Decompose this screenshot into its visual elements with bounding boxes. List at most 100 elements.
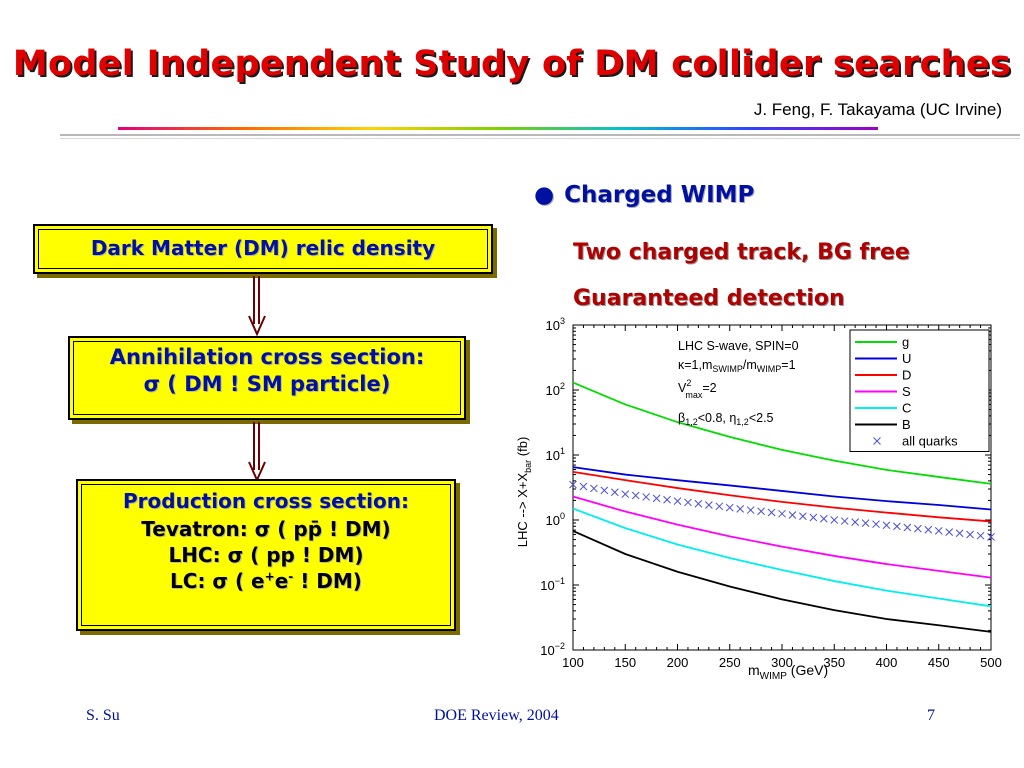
lhc-formula: LHC: σ ( pp ! DM) bbox=[168, 543, 364, 567]
series-c-line bbox=[572, 507, 992, 608]
series-all-quarks-point bbox=[830, 516, 839, 524]
series-all-quarks-point bbox=[642, 493, 651, 501]
x-marker-stroke bbox=[652, 494, 661, 503]
x-tick-label: 150 bbox=[614, 655, 636, 670]
y-tick-label: 10−2 bbox=[540, 641, 565, 658]
legend-label-c: C bbox=[902, 401, 911, 416]
legend-label-d: D bbox=[902, 368, 911, 383]
series-all-quarks-point bbox=[746, 506, 755, 514]
x-marker-stroke bbox=[788, 511, 797, 519]
series-all-quarks-point bbox=[621, 490, 630, 498]
series-all-quarks-point bbox=[966, 530, 974, 539]
y-tick-label: 101 bbox=[546, 446, 565, 463]
x-axis-label: mWIMP (GeV) bbox=[748, 662, 828, 682]
production-box: Production cross section: Tevatron: σ ( … bbox=[76, 479, 456, 631]
series-all-quarks-point bbox=[736, 504, 745, 513]
x-marker-stroke bbox=[663, 495, 671, 504]
series-all-quarks-point bbox=[924, 525, 933, 534]
x-marker-stroke bbox=[851, 518, 860, 526]
x-marker-stroke bbox=[830, 516, 839, 524]
footer-page-number: 7 bbox=[927, 707, 935, 724]
footer-event: DOE Review, 2004 bbox=[434, 707, 559, 724]
series-all-quarks-point bbox=[704, 501, 713, 509]
title-rule-gray-thin bbox=[60, 138, 1020, 139]
x-marker-stroke bbox=[579, 482, 588, 491]
production-label: Production cross section: bbox=[123, 489, 409, 513]
cross-section-chart: 100 150 200 250 300 350 400 450 500 10−2 10−1 100 10… bbox=[515, 316, 1002, 682]
bullet-charged-wimp: ● Charged WIMP bbox=[534, 182, 755, 208]
x-marker-stroke bbox=[924, 525, 933, 534]
series-all-quarks-point bbox=[569, 480, 577, 489]
series-all-quarks-point bbox=[840, 517, 849, 525]
sub-bullet-tracks: Two charged track, BG free bbox=[573, 240, 910, 265]
relic-density-box: Dark Matter (DM) relic density bbox=[33, 224, 493, 274]
x-marker-stroke bbox=[809, 513, 818, 522]
x-marker-stroke bbox=[955, 529, 964, 538]
relic-density-label: Dark Matter (DM) relic density bbox=[90, 236, 436, 260]
legend-label-u: U bbox=[902, 351, 911, 366]
annihilation-label: Annihilation cross section: bbox=[109, 345, 425, 369]
series-all-quarks-point bbox=[819, 514, 828, 523]
series-all-quarks-point bbox=[610, 488, 619, 497]
x-tick-label: 250 bbox=[719, 655, 741, 670]
lc-formula: LC: σ ( e+e- ! DM) bbox=[170, 569, 362, 593]
x-marker-stroke bbox=[893, 522, 901, 531]
x-marker-stroke bbox=[987, 533, 995, 541]
series-all-quarks-point bbox=[913, 524, 922, 533]
series-all-quarks-point bbox=[809, 513, 818, 522]
legend-label-g: g bbox=[902, 335, 909, 350]
x-marker-stroke bbox=[767, 508, 776, 517]
series-all-quarks-point bbox=[882, 521, 891, 530]
annihilation-formula: σ ( DM ! SM particle) bbox=[143, 372, 391, 396]
x-marker-stroke bbox=[673, 497, 682, 506]
x-tick-label: 400 bbox=[876, 655, 898, 670]
series-all-quarks-point bbox=[663, 495, 671, 504]
legend-label-s: S bbox=[902, 384, 911, 399]
x-marker-stroke bbox=[757, 507, 765, 516]
series-all-quarks-point bbox=[893, 522, 901, 531]
x-marker-stroke bbox=[966, 530, 974, 539]
series-all-quarks-point bbox=[600, 486, 609, 495]
x-marker-stroke bbox=[945, 528, 954, 536]
x-marker-stroke bbox=[882, 521, 891, 530]
title-rule-rainbow bbox=[118, 127, 878, 130]
x-marker-stroke bbox=[694, 499, 703, 508]
x-marker-stroke bbox=[725, 503, 734, 512]
x-tick-label: 300 bbox=[771, 655, 793, 670]
series-g-line bbox=[572, 381, 992, 485]
x-marker-stroke bbox=[934, 527, 943, 535]
x-marker-stroke bbox=[590, 484, 598, 493]
series-all-quarks-point bbox=[872, 520, 880, 529]
x-tick-label: 100 bbox=[562, 655, 584, 670]
flow-arrow-1 bbox=[248, 276, 266, 336]
x-marker-stroke bbox=[736, 504, 745, 513]
x-marker-stroke bbox=[715, 502, 724, 511]
series-all-quarks-point bbox=[725, 503, 734, 512]
series-all-quarks-point bbox=[652, 494, 661, 503]
series-all-quarks-point bbox=[851, 518, 860, 526]
series-all-quarks-point bbox=[955, 529, 964, 538]
slide-title: Model Independent Study of DM collider s… bbox=[12, 44, 1012, 84]
series-all-quarks-point bbox=[976, 531, 985, 540]
series-d-line bbox=[572, 470, 992, 523]
y-tick-label: 102 bbox=[546, 381, 565, 398]
y-tick-label: 10−1 bbox=[540, 576, 565, 593]
series-all-quarks-point bbox=[778, 509, 786, 518]
series-all-quarks-point bbox=[590, 484, 598, 493]
y-tick-label: 103 bbox=[546, 316, 565, 333]
series-all-quarks-point bbox=[788, 511, 797, 519]
x-marker-stroke bbox=[799, 512, 807, 521]
tevatron-formula: Tevatron: σ ( pp̄ ! DM) bbox=[141, 517, 391, 541]
footer-author: S. Su bbox=[86, 707, 120, 724]
x-marker-stroke bbox=[913, 524, 922, 533]
series-s-line bbox=[572, 495, 992, 579]
series-all-quarks-point bbox=[767, 508, 776, 517]
x-marker-stroke bbox=[903, 523, 912, 532]
x-tick-label: 350 bbox=[823, 655, 845, 670]
x-tick-label: 200 bbox=[667, 655, 689, 670]
series-u-line bbox=[572, 466, 992, 511]
series-all-quarks-point bbox=[861, 519, 870, 528]
x-marker-stroke bbox=[684, 498, 692, 507]
series-all-quarks-point bbox=[715, 502, 724, 511]
series-all-quarks-point bbox=[631, 491, 640, 500]
